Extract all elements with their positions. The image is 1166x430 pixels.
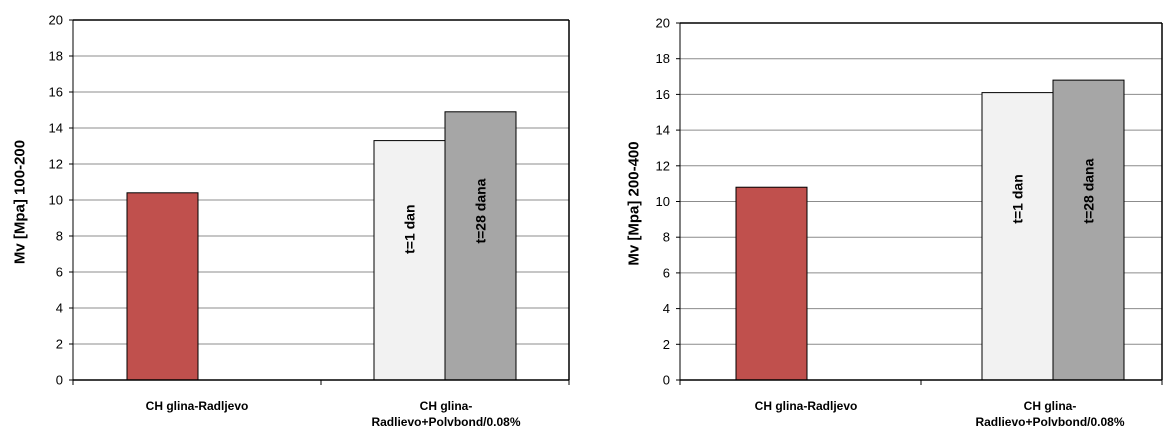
bar-label: t=1 dan xyxy=(1010,174,1026,223)
y-tick-label: 4 xyxy=(56,301,63,316)
y-tick-label: 8 xyxy=(56,229,63,244)
chart-left-svg: 0 2 4 6 8 10 12 14 16 18 20 t=1 dan t=28 dana CH glin… xyxy=(12,13,570,429)
y-tick-label: 12 xyxy=(656,158,670,173)
y-tick-label: 0 xyxy=(56,373,63,388)
y-tick-label: 4 xyxy=(663,301,670,316)
y-axis-label: Mv [Mpa] 200-400 xyxy=(626,141,643,265)
y-tick-label: 0 xyxy=(663,373,670,388)
y-tick-label: 18 xyxy=(656,51,670,66)
bar-label: t=1 dan xyxy=(402,204,418,253)
category-label: CH glina-Radljevo xyxy=(755,399,858,413)
category-label: CH glina- xyxy=(1024,399,1077,413)
chart-right-svg: 0 2 4 6 8 10 12 14 16 18 20 t=1 dan t=28 dana CH glin… xyxy=(626,16,1163,429)
y-tick-label: 16 xyxy=(49,85,63,100)
y-tick-label: 14 xyxy=(656,123,670,138)
y-tick-label: 16 xyxy=(656,87,670,102)
chart-right: 0 2 4 6 8 10 12 14 16 18 20 t=1 dan t=28 dana CH glin… xyxy=(583,0,1166,430)
y-tick-label: 10 xyxy=(656,194,670,209)
y-tick-label: 12 xyxy=(49,157,63,172)
bar-label: t=28 dana xyxy=(1081,158,1097,223)
y-tick-label: 2 xyxy=(663,337,670,352)
bar xyxy=(444,111,517,381)
bar xyxy=(735,186,808,381)
bar xyxy=(126,192,199,381)
category-label: CH glina-Radljevo xyxy=(146,399,249,413)
y-tick-label: 8 xyxy=(663,230,670,245)
bar xyxy=(981,92,1054,381)
y-tick-label: 6 xyxy=(663,265,670,280)
bar xyxy=(373,140,446,381)
y-tick-label: 2 xyxy=(56,337,63,352)
y-tick-label: 18 xyxy=(49,49,63,64)
category-label: Radlievo+Polvbond/0.08% xyxy=(975,415,1124,429)
category-label: CH glina- xyxy=(420,399,473,413)
y-tick-label: 10 xyxy=(49,193,63,208)
y-tick-label: 20 xyxy=(49,13,63,28)
bar-label: t=28 dana xyxy=(473,178,489,243)
chart-left: 0 2 4 6 8 10 12 14 16 18 20 t=1 dan t=28 dana CH glin… xyxy=(12,13,570,429)
y-tick-label: 6 xyxy=(56,265,63,280)
y-tick-label: 14 xyxy=(49,121,63,136)
y-axis-label: Mv [Mpa] 100-200 xyxy=(12,140,29,264)
category-label: Radlievo+Polvbond/0.08% xyxy=(371,415,520,429)
y-tick-label: 20 xyxy=(656,16,670,31)
bar xyxy=(1052,79,1125,381)
